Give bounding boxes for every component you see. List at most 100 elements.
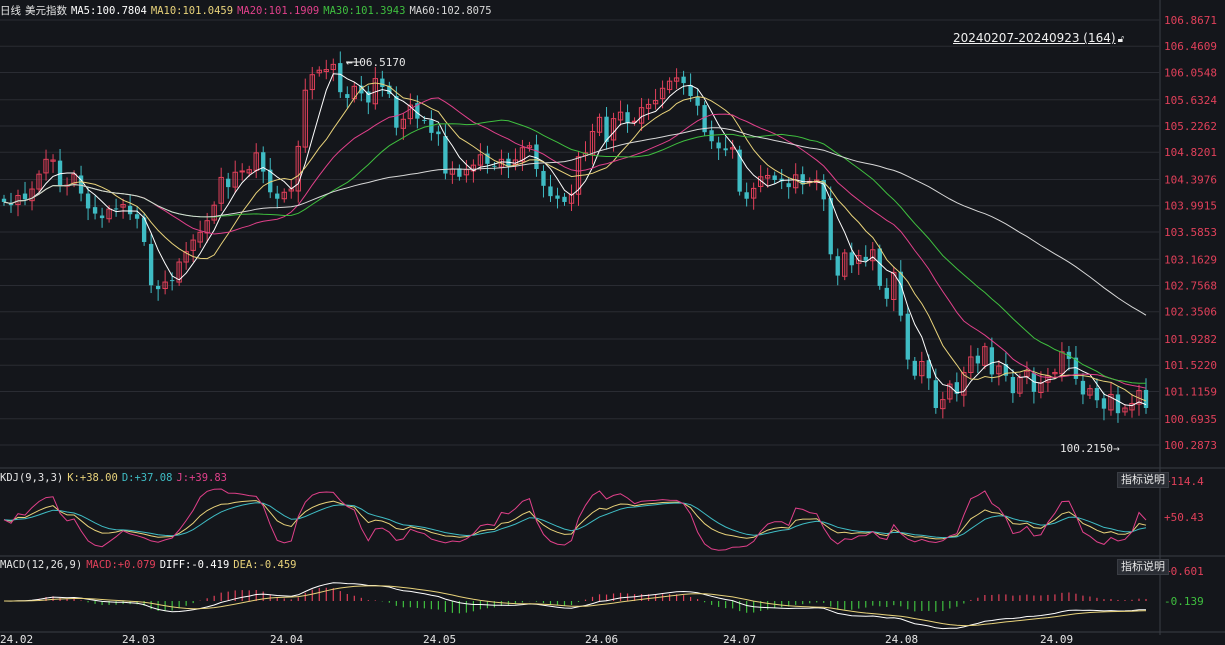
candle-body [197, 231, 203, 243]
candle-body [485, 153, 490, 164]
candle-body [429, 119, 434, 133]
candle-body [78, 175, 84, 194]
candle-body [898, 271, 903, 316]
date-tick-label: 24.02 [0, 633, 33, 645]
candle-body [786, 183, 791, 188]
candle-body [954, 382, 960, 394]
kdj-help-button[interactable]: 指标说明 [1117, 472, 1169, 488]
date-range-label[interactable]: 20240207-20240923 (164) 🔓︎ [953, 31, 1124, 45]
candle-body [905, 313, 910, 360]
candle-body [50, 159, 56, 162]
candle-body [246, 169, 252, 174]
candle-body [800, 174, 805, 185]
candle-body [1059, 351, 1065, 375]
candle-body [338, 63, 343, 93]
candle-body [1003, 364, 1009, 376]
candle-body [673, 77, 680, 82]
candle-body [975, 355, 981, 364]
ma20-label: MA20: [237, 5, 269, 17]
dea-value: -0.459 [258, 559, 297, 571]
candle-body [842, 252, 848, 277]
candle-body [716, 142, 721, 149]
kdj-j-value: +39.83 [189, 472, 227, 484]
candle-body [190, 239, 196, 251]
candle-body [268, 169, 273, 193]
kdj-d-line [3, 502, 1147, 539]
candle-body [1129, 402, 1135, 411]
candle-body [926, 360, 931, 379]
candle-body [239, 170, 245, 173]
candle-body [176, 261, 182, 283]
candle-body [1101, 398, 1107, 409]
lock-icon[interactable]: 🔓︎ [1117, 34, 1125, 45]
candle-body [596, 116, 603, 133]
candle-body [183, 251, 189, 263]
candle-body [723, 148, 728, 151]
date-range-text: 20240207-20240923 (164) [953, 31, 1116, 45]
candle-body [982, 346, 988, 366]
candle-body [912, 360, 917, 376]
ma60-label: MA60: [409, 5, 442, 17]
ma5-value: 100.7804 [96, 5, 147, 17]
price-tick-label: 103.1629 [1164, 253, 1217, 266]
candle-body [359, 85, 364, 94]
candle-body [737, 149, 742, 192]
price-tick-label: 106.8671 [1164, 14, 1217, 27]
candle-body [380, 78, 385, 87]
candle-body [92, 207, 98, 214]
candle-body [659, 87, 666, 100]
period-label[interactable]: 日线 [0, 5, 21, 17]
candle-body [43, 158, 49, 174]
kdj-lines [3, 488, 1147, 551]
candle-body [261, 152, 266, 172]
candle-body [681, 76, 686, 84]
candle-body [498, 158, 505, 168]
candle-body [884, 287, 889, 299]
ma30-line [3, 119, 1146, 384]
date-tick-label: 24.06 [585, 633, 618, 645]
candle-body [996, 365, 1002, 375]
candle-body [877, 248, 882, 286]
candle-body [366, 91, 371, 103]
candle-body [1115, 394, 1121, 414]
candle-body [849, 252, 854, 266]
candle-body [940, 399, 946, 410]
macd-help-button[interactable]: 指标说明 [1117, 559, 1169, 575]
candle-body [141, 217, 147, 243]
price-tick-label: 100.2873 [1164, 439, 1217, 452]
price-tick-label: 105.6324 [1164, 94, 1217, 107]
kdj-k-label: K: [67, 472, 80, 484]
candle-body [863, 256, 868, 261]
candle-body [947, 383, 953, 400]
candle-body [1108, 393, 1114, 411]
candle-body [134, 214, 140, 219]
candle-body [688, 85, 693, 97]
candle-body [548, 186, 553, 197]
candle-body [295, 145, 301, 192]
kdj-header: KDJ(9,3,3) K:+38.00 D:+37.08 J:+39.83 [0, 472, 231, 484]
candle-body [645, 103, 652, 109]
ma30-label: MA30: [323, 5, 355, 17]
price-tick-label: 101.9282 [1164, 333, 1217, 346]
kdj-d-label: D: [121, 472, 135, 484]
candle-body [162, 281, 168, 290]
price-tick-label: 103.9915 [1164, 200, 1217, 213]
macd-tick-label: -0.139 [1164, 595, 1204, 608]
candle-body [604, 116, 609, 142]
low-annotation: 100.2150→ [1060, 442, 1120, 455]
candle-body [568, 193, 575, 204]
candle-body [415, 103, 420, 119]
candle-body [422, 119, 427, 121]
candle-body [407, 104, 414, 120]
candle-body [835, 256, 840, 276]
candle-body [36, 173, 42, 190]
date-tick-label: 24.08 [885, 633, 918, 645]
candle-body [519, 147, 526, 162]
ma60-line [3, 127, 1147, 316]
candle-body [989, 347, 995, 375]
ma10-label: MA10: [150, 5, 183, 17]
candle-body [1087, 388, 1093, 396]
candle-body [22, 193, 28, 200]
price-tick-label: 105.2262 [1164, 120, 1217, 133]
candle-body [744, 192, 749, 199]
